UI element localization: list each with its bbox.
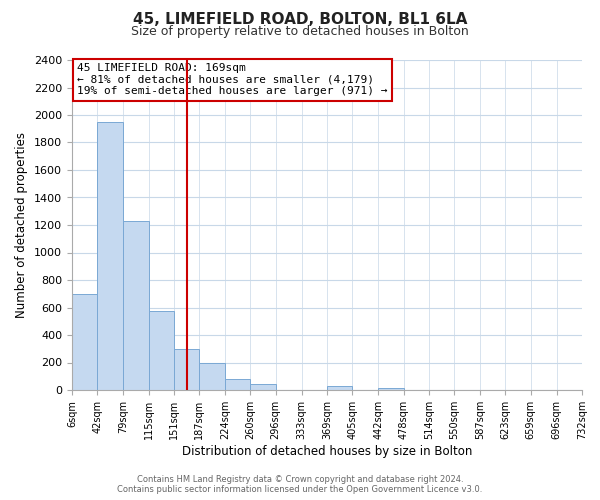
Text: Size of property relative to detached houses in Bolton: Size of property relative to detached ho… [131, 25, 469, 38]
Bar [250, 384, 276, 390]
X-axis label: Distribution of detached houses by size in Bolton: Distribution of detached houses by size … [182, 444, 472, 458]
Bar [199, 362, 225, 390]
Bar [174, 349, 199, 390]
Bar [97, 122, 123, 390]
Bar [225, 379, 250, 390]
Text: 45 LIMEFIELD ROAD: 169sqm
← 81% of detached houses are smaller (4,179)
19% of se: 45 LIMEFIELD ROAD: 169sqm ← 81% of detac… [77, 64, 388, 96]
Y-axis label: Number of detached properties: Number of detached properties [16, 132, 28, 318]
Text: 45, LIMEFIELD ROAD, BOLTON, BL1 6LA: 45, LIMEFIELD ROAD, BOLTON, BL1 6LA [133, 12, 467, 28]
Bar [123, 221, 149, 390]
Bar [72, 294, 97, 390]
Bar [327, 386, 352, 390]
Text: Contains HM Land Registry data © Crown copyright and database right 2024.
Contai: Contains HM Land Registry data © Crown c… [118, 474, 482, 494]
Bar [378, 388, 404, 390]
Bar [149, 311, 174, 390]
